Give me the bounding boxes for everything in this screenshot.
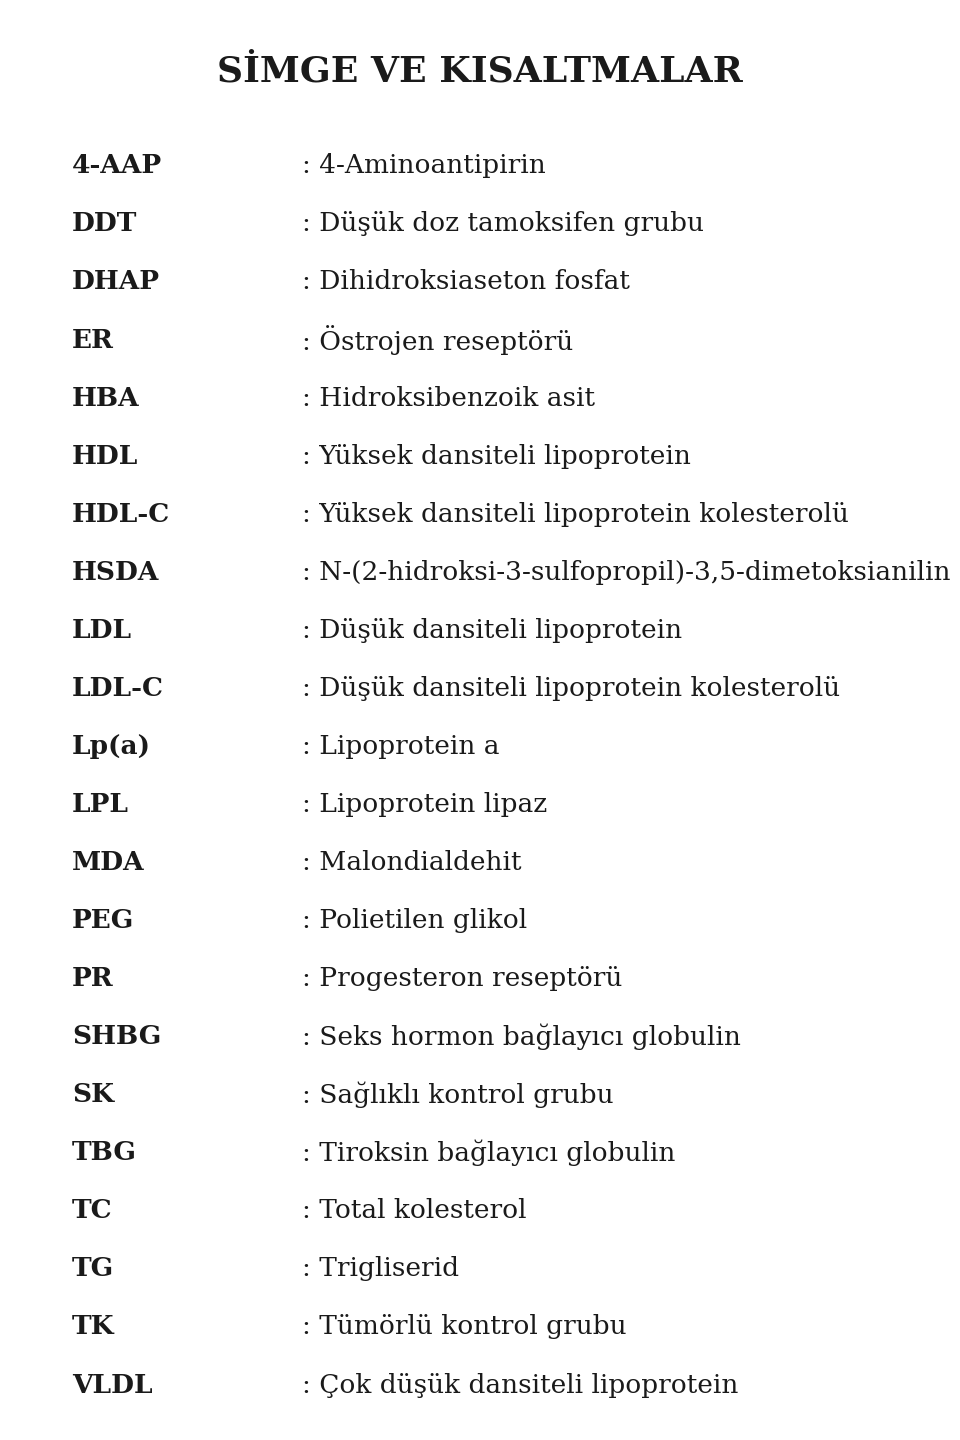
Text: PR: PR [72,966,113,991]
Text: : Tümörlü kontrol grubu: : Tümörlü kontrol grubu [302,1315,627,1339]
Text: LDL-C: LDL-C [72,675,164,701]
Text: DHAP: DHAP [72,269,160,294]
Text: TG: TG [72,1257,114,1282]
Text: : Düşük dansiteli lipoprotein: : Düşük dansiteli lipoprotein [302,618,683,642]
Text: 4-AAP: 4-AAP [72,153,162,179]
Text: VLDL: VLDL [72,1372,153,1398]
Text: : Düşük doz tamoksifen grubu: : Düşük doz tamoksifen grubu [302,212,705,236]
Text: : Östrojen reseptörü: : Östrojen reseptörü [302,325,574,356]
Text: : Tiroksin bağlayıcı globulin: : Tiroksin bağlayıcı globulin [302,1139,676,1166]
Text: : Progesteron reseptörü: : Progesteron reseptörü [302,966,623,991]
Text: HDL: HDL [72,444,138,468]
Text: : 4-Aminoantipirin: : 4-Aminoantipirin [302,153,546,179]
Text: : Seks hormon bağlayıcı globulin: : Seks hormon bağlayıcı globulin [302,1024,741,1050]
Text: Lp(a): Lp(a) [72,734,151,759]
Text: LDL: LDL [72,618,132,642]
Text: : Lipoprotein lipaz: : Lipoprotein lipaz [302,792,547,816]
Text: : Lipoprotein a: : Lipoprotein a [302,734,500,759]
Text: SHBG: SHBG [72,1024,161,1050]
Text: DDT: DDT [72,212,137,236]
Text: : Polietilen glikol: : Polietilen glikol [302,909,528,933]
Text: : Sağlıklı kontrol grubu: : Sağlıklı kontrol grubu [302,1081,614,1107]
Text: : Yüksek dansiteli lipoprotein kolesterolü: : Yüksek dansiteli lipoprotein kolestero… [302,501,850,527]
Text: : N-(2-hidroksi-3-sulfopropil)-3,5-dimetoksianilin: : N-(2-hidroksi-3-sulfopropil)-3,5-dimet… [302,560,951,585]
Text: HDL-C: HDL-C [72,501,170,527]
Text: HSDA: HSDA [72,560,159,585]
Text: TBG: TBG [72,1140,137,1165]
Text: : Yüksek dansiteli lipoprotein: : Yüksek dansiteli lipoprotein [302,444,691,468]
Text: SİMGE VE KISALTMALAR: SİMGE VE KISALTMALAR [217,55,743,89]
Text: ER: ER [72,327,114,353]
Text: : Çok düşük dansiteli lipoprotein: : Çok düşük dansiteli lipoprotein [302,1372,739,1398]
Text: LPL: LPL [72,792,129,816]
Text: PEG: PEG [72,909,134,933]
Text: TK: TK [72,1315,114,1339]
Text: : Trigliserid: : Trigliserid [302,1257,460,1282]
Text: MDA: MDA [72,850,145,876]
Text: : Düşük dansiteli lipoprotein kolesterolü: : Düşük dansiteli lipoprotein kolesterol… [302,675,841,701]
Text: SK: SK [72,1083,114,1107]
Text: TC: TC [72,1198,112,1224]
Text: : Hidroksibenzoik asit: : Hidroksibenzoik asit [302,386,595,410]
Text: : Malondialdehit: : Malondialdehit [302,850,522,876]
Text: : Dihidroksiaseton fosfat: : Dihidroksiaseton fosfat [302,269,631,294]
Text: : Total kolesterol: : Total kolesterol [302,1198,527,1224]
Text: HBA: HBA [72,386,139,410]
